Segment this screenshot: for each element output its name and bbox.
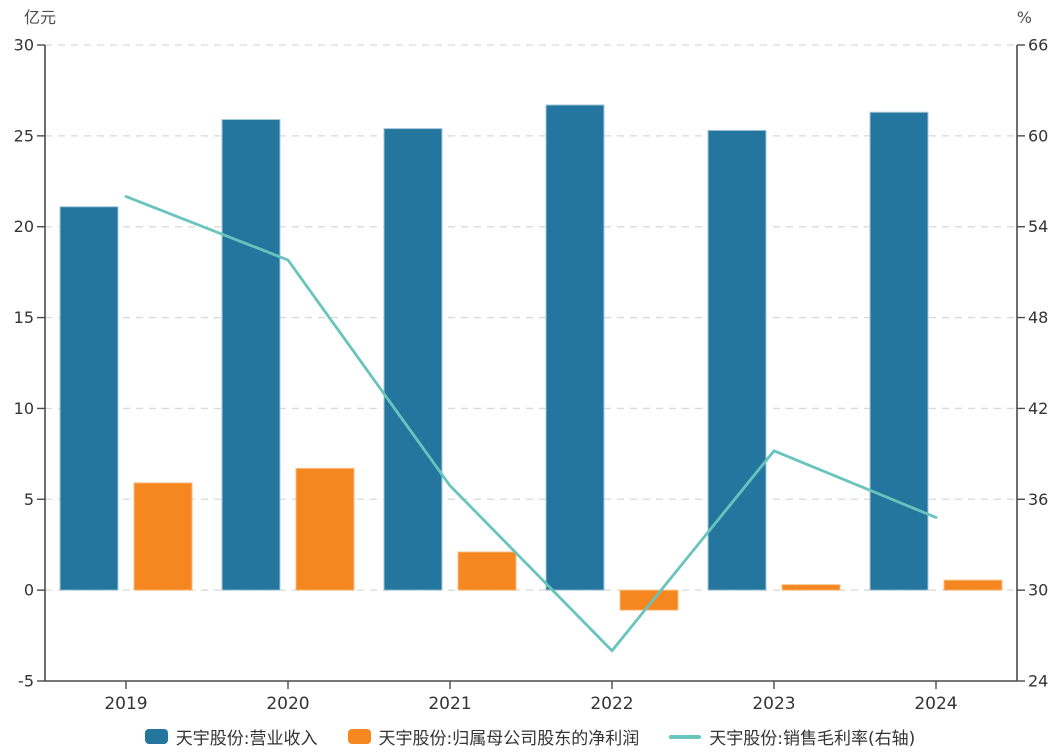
right-axis-tick-label: 54 bbox=[1028, 217, 1048, 236]
revenue-bar bbox=[221, 119, 281, 591]
right-axis-tick-label: 48 bbox=[1028, 308, 1048, 327]
right-axis-tick-label: 24 bbox=[1028, 672, 1048, 691]
gross-margin-line-swatch bbox=[669, 734, 702, 739]
x-axis-tick-label: 2021 bbox=[428, 694, 471, 714]
net-profit-bar bbox=[133, 482, 193, 591]
legend-label-net-profit: 天宇股份:归属母公司股东的净利润 bbox=[378, 729, 640, 749]
revenue-bar bbox=[59, 206, 119, 591]
net-profit-bar bbox=[619, 589, 679, 611]
left-axis-tick-label: 0 bbox=[24, 581, 34, 600]
net-profit-bar bbox=[781, 584, 841, 591]
revenue-bar bbox=[545, 104, 605, 591]
net-profit-swatch bbox=[347, 729, 371, 744]
right-axis-tick-label: 36 bbox=[1028, 490, 1048, 509]
right-axis-tick-label: 66 bbox=[1028, 36, 1048, 55]
left-axis-tick-label: 5 bbox=[24, 490, 34, 509]
x-axis-tick-label: 2024 bbox=[914, 694, 957, 714]
revenue-bar bbox=[383, 128, 443, 591]
net-profit-bar bbox=[457, 551, 517, 591]
right-axis-tick-label: 60 bbox=[1028, 126, 1048, 145]
left-axis-tick-label: 15 bbox=[14, 308, 34, 327]
legend-item-gross-margin[interactable]: 天宇股份:销售毛利率(右轴) bbox=[669, 724, 915, 749]
left-axis-tick-label: 25 bbox=[14, 126, 34, 145]
x-axis-tick-label: 2022 bbox=[590, 694, 633, 714]
left-axis-title: 亿元 bbox=[24, 8, 57, 27]
net-profit-bar bbox=[943, 579, 1003, 591]
net-profit-bar bbox=[295, 467, 355, 591]
gross-margin-line bbox=[124, 195, 938, 653]
revenue-bar bbox=[707, 129, 767, 591]
x-axis-tick-label: 2020 bbox=[266, 694, 309, 714]
legend: 天宇股份:营业收入 天宇股份:归属母公司股东的净利润 天宇股份:销售毛利率(右轴… bbox=[0, 724, 1060, 749]
left-axis-tick-label: 30 bbox=[14, 36, 34, 55]
revenue-swatch bbox=[144, 729, 168, 744]
legend-item-net-profit[interactable]: 天宇股份:归属母公司股东的净利润 bbox=[347, 724, 640, 749]
left-axis-tick-label: 20 bbox=[14, 217, 34, 236]
legend-label-revenue: 天宇股份:营业收入 bbox=[175, 729, 318, 749]
left-axis-tick-label: -5 bbox=[18, 672, 34, 691]
legend-label-gross-margin: 天宇股份:销售毛利率(右轴) bbox=[709, 729, 916, 749]
right-axis-tick-label: 30 bbox=[1028, 581, 1048, 600]
x-axis-tick-label: 2019 bbox=[104, 694, 147, 714]
revenue-bar bbox=[869, 111, 929, 591]
legend-item-revenue[interactable]: 天宇股份:营业收入 bbox=[144, 724, 318, 749]
left-axis-tick-label: 10 bbox=[14, 399, 34, 418]
x-axis-tick-label: 2023 bbox=[752, 694, 795, 714]
right-axis-title: % bbox=[1016, 8, 1032, 27]
right-axis-tick-label: 42 bbox=[1028, 399, 1048, 418]
